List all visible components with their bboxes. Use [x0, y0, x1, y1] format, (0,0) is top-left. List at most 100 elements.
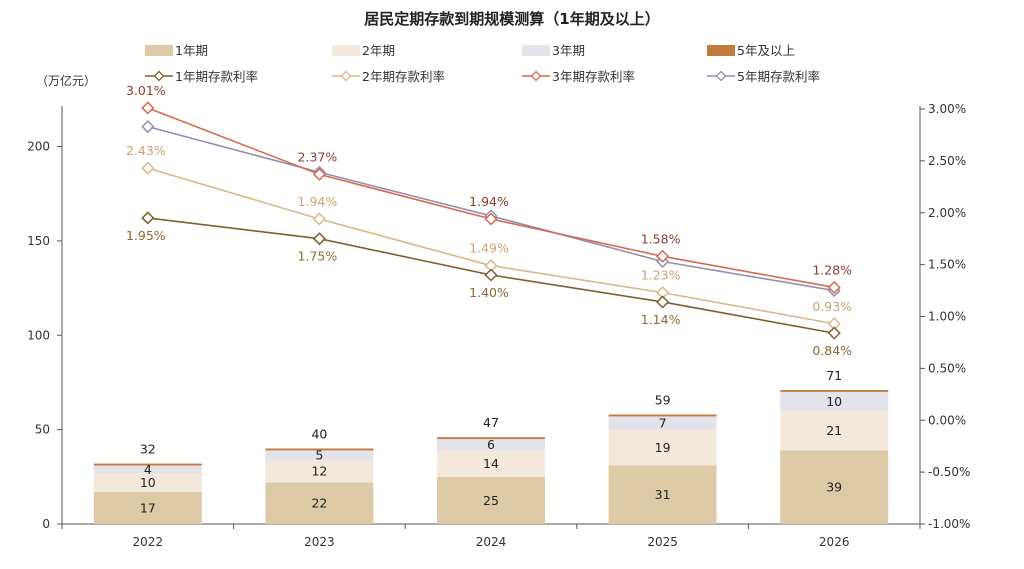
legend-swatch [707, 45, 735, 56]
rate-marker [484, 212, 498, 226]
bar-segment [608, 465, 717, 524]
right-tick-label: 2.50% [928, 154, 966, 168]
left-tick-label: 0 [42, 517, 50, 531]
right-tick-label: -0.50% [928, 465, 970, 479]
bar-segment [780, 389, 889, 392]
legend-marker [340, 70, 352, 82]
bar-segment-label: 22 [311, 496, 327, 511]
bar-total-label: 71 [826, 368, 842, 383]
rate-label: 1.49% [469, 241, 509, 256]
bar-segment [265, 448, 374, 451]
right-tick-label: 1.00% [928, 310, 966, 324]
bar-segment [437, 439, 545, 451]
bar-total-label: 47 [483, 415, 499, 430]
right-tick-label: 1.50% [928, 258, 966, 272]
legend: 1年期 2年期 3年期 5年及以上 1年期存款利率 2年期存款利率 3年期存款利率 5年期存款… [145, 43, 820, 84]
bar-segment-label: 39 [826, 480, 842, 495]
right-tick-label: 2.00% [928, 206, 966, 220]
legend-marker [530, 70, 542, 82]
bar-segment [93, 491, 202, 524]
bar-total-label: 40 [311, 427, 327, 442]
bar-segment-label: 31 [655, 487, 671, 502]
rate-label: 1.28% [812, 262, 852, 277]
bar-segment-label: 10 [826, 394, 842, 409]
legend-label: 3年期 [552, 43, 585, 58]
bar-segment [780, 410, 889, 451]
legend-label: 1年期存款利率 [175, 69, 258, 84]
legend-swatch [522, 45, 550, 56]
bar-segment [93, 463, 202, 466]
left-tick-label: 200 [27, 140, 50, 154]
bar-segment-label: 5 [315, 448, 323, 463]
x-tick-label: 2022 [133, 535, 164, 549]
x-tick-label: 2023 [304, 535, 335, 549]
bar-total-label: 32 [140, 442, 156, 457]
legend-swatch [332, 45, 360, 56]
chart-title: 居民定期存款到期规模测算（1年期及以上） [364, 10, 659, 28]
x-tick-label: 2026 [819, 535, 850, 549]
bar-segment-label: 19 [655, 440, 671, 455]
bar-segment [608, 429, 717, 466]
rate-label: 0.93% [812, 299, 852, 314]
rate-marker [141, 101, 155, 115]
axes: 0 50 100 150 200 3.00% 2.50% 2.00% 1.50% 1.00% 0.5… [27, 102, 970, 549]
bar-segment [265, 459, 374, 483]
bar-segment-label: 6 [487, 437, 495, 452]
bars [93, 389, 889, 524]
bar-segment-label: 25 [483, 493, 499, 508]
bar-segment-label: 21 [826, 423, 842, 438]
legend-label: 2年期 [362, 43, 395, 58]
rate-marker [484, 268, 498, 282]
legend-marker [715, 70, 727, 82]
bar-segment [437, 437, 545, 440]
bar-segment-label: 4 [144, 462, 152, 477]
legend-swatch [145, 45, 173, 56]
rate-label: 1.14% [641, 312, 681, 327]
rate-label: 0.84% [812, 343, 852, 358]
bar-segment [608, 414, 717, 417]
rate-marker [656, 249, 670, 263]
rate-label: 3.01% [126, 83, 166, 98]
x-tick-label: 2024 [476, 535, 507, 549]
rate-label: 2.43% [126, 143, 166, 158]
legend-label: 1年期 [175, 43, 208, 58]
bar-segment [265, 482, 374, 524]
bar-segment-label: 14 [483, 456, 499, 471]
rate-label: 1.75% [298, 249, 338, 264]
rate-label: 2.37% [298, 149, 338, 164]
bar-segment-label: 10 [140, 475, 156, 490]
rate-marker [312, 212, 326, 226]
left-tick-label: 50 [35, 423, 50, 437]
bar-segment-label: 7 [659, 416, 667, 431]
left-axis-unit: （万亿元） [36, 73, 96, 88]
rate-label: 1.94% [469, 194, 509, 209]
rate-label: 1.58% [641, 231, 681, 246]
rate-marker [141, 120, 155, 134]
right-tick-label: -1.00% [928, 517, 970, 531]
rate-marker [827, 280, 841, 295]
rate-marker [312, 167, 326, 181]
data-labels: 1710432221254025146473119759392110712.43… [126, 83, 852, 515]
rate-label: 1.95% [126, 228, 166, 243]
rate-marker [141, 211, 155, 225]
bar-segment-label: 17 [140, 500, 156, 515]
rate-label: 1.23% [641, 268, 681, 283]
bar-total-label: 59 [655, 393, 671, 408]
legend-label: 5年及以上 [737, 43, 795, 58]
bar-segment [93, 473, 202, 492]
right-tick-label: 0.00% [928, 413, 966, 427]
rate-label: 1.40% [469, 285, 509, 300]
bar-segment [780, 450, 889, 524]
legend-label: 3年期存款利率 [552, 69, 635, 84]
legend-marker [153, 70, 165, 82]
legend-label: 5年期存款利率 [737, 69, 820, 84]
rate-label: 1.94% [298, 194, 338, 209]
rate-marker [141, 161, 155, 175]
bar-segment [437, 476, 545, 524]
bar-segment [780, 391, 889, 411]
bar-segment [93, 465, 202, 474]
right-tick-label: 0.50% [928, 361, 966, 375]
rate-marker [312, 232, 326, 246]
bar-segment-label: 12 [311, 464, 327, 479]
